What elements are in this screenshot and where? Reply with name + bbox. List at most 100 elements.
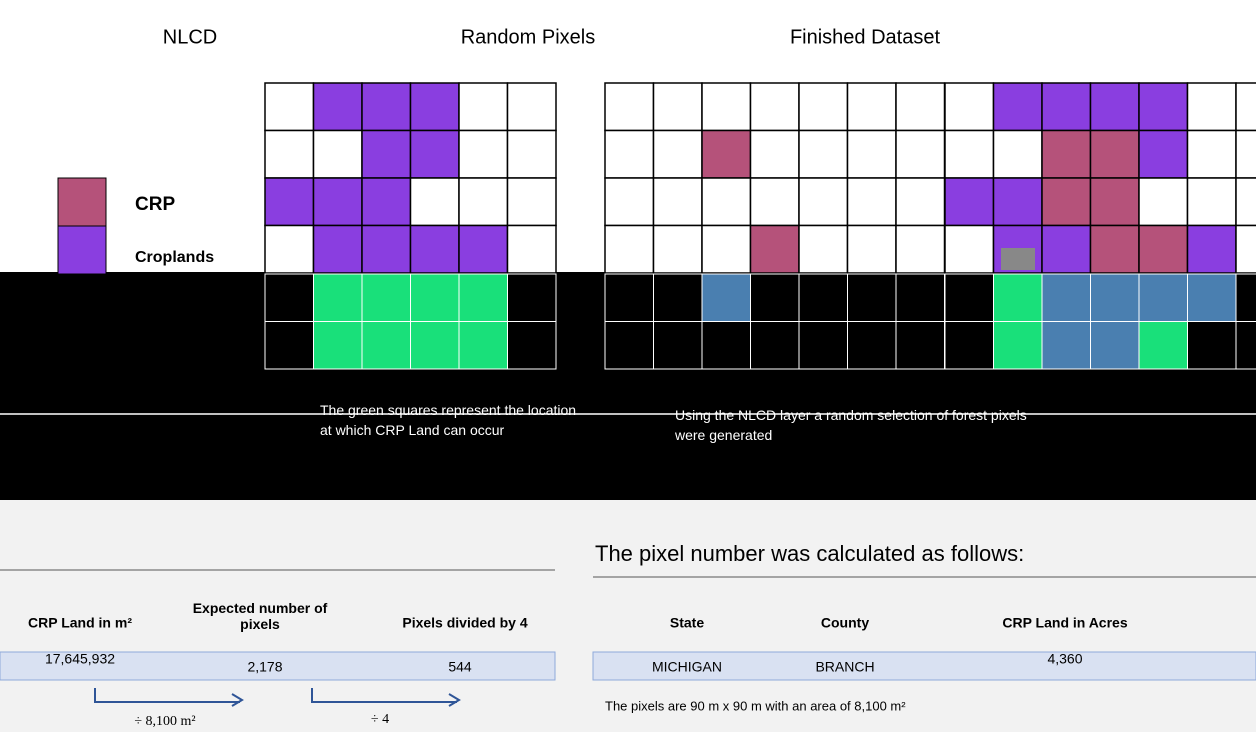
pixel [1138,82,1189,132]
pixel [749,82,800,132]
pixel [507,273,557,322]
pixel [1138,177,1189,227]
pixel [1041,224,1092,274]
pixel [1041,321,1091,370]
cell: MICHIGAN [652,659,722,675]
pixel [409,82,460,132]
pixel [847,273,897,322]
pixel [506,129,557,179]
pixel [895,129,946,179]
pixel [312,177,363,227]
pixel [1138,321,1188,370]
cell: 2,178 [247,659,282,675]
pixel [264,224,315,274]
cell: 17,645,932 [45,651,115,667]
legend-label: CRP [135,194,175,215]
pixel [458,321,508,370]
pixel [410,273,460,322]
pixel [1235,224,1256,274]
pixel [264,129,315,179]
pixel [361,82,412,132]
annotation: The green squares represent the location… [320,402,576,438]
pixel [1186,129,1237,179]
pixel [993,273,1043,322]
pixel [895,82,946,132]
pixel [1138,224,1189,274]
pixel [944,129,995,179]
pixel [312,129,363,179]
pixel [653,273,703,322]
pixel [458,177,509,227]
arrow [311,688,461,707]
pixel [992,82,1043,132]
pixel [701,129,752,179]
pixel [895,177,946,227]
pixel [1186,224,1237,274]
pixel [701,177,752,227]
pixel [506,224,557,274]
pixel [458,224,509,274]
pixel [1186,177,1237,227]
pixel [1089,224,1140,274]
pixel [1187,321,1237,370]
pixel [701,224,752,274]
panel-title: Random Pixels [461,26,596,48]
pixel [749,129,800,179]
pixel [992,129,1043,179]
pixel [798,129,849,179]
cell: BRANCH [815,659,874,675]
pixel [458,129,509,179]
pixel [798,273,848,322]
pixel [604,177,655,227]
pixel [1235,177,1256,227]
pixel [458,82,509,132]
pixel [701,321,751,370]
pixel [506,82,557,132]
note: The pixels are 90 m x 90 m with an area … [605,698,906,713]
pixel [1090,273,1140,322]
pixel [409,177,460,227]
pixel [410,321,460,370]
pixel [895,273,945,322]
pixel [1041,129,1092,179]
pixel [604,224,655,274]
pixel [409,129,460,179]
pixel [652,82,703,132]
pixel [653,321,703,370]
pixel [846,129,897,179]
pixel [944,321,994,370]
panel-title: NLCD [163,26,217,48]
pixel [847,321,897,370]
pixel [361,224,412,274]
pixel [1001,248,1035,270]
pixel [1235,321,1256,370]
pixel [1090,321,1140,370]
pixel [361,321,411,370]
pixel [798,224,849,274]
pixel [1089,129,1140,179]
arrow [94,688,244,707]
pixel [750,321,800,370]
pixel [652,177,703,227]
cell: 4,360 [1047,651,1082,667]
pixel [992,177,1043,227]
pixel [506,177,557,227]
pixel [361,129,412,179]
column-header: CRP Land in m² [28,615,132,631]
pixel [1186,82,1237,132]
pixel [846,177,897,227]
pixel [604,273,654,322]
step-label: ÷ 4 [371,712,389,727]
pixel [604,129,655,179]
pixel [264,82,315,132]
right-title: The pixel number was calculated as follo… [595,541,1024,566]
annotation: Using the NLCD layer a random selection … [675,407,1027,443]
column-header: County [821,615,869,631]
pixel [312,82,363,132]
column-header-text: Expected number of pixels [192,600,328,632]
pixel [846,224,897,274]
pixel [895,321,945,370]
pixel [264,273,314,322]
pixel [944,82,995,132]
pixel [1187,273,1237,322]
